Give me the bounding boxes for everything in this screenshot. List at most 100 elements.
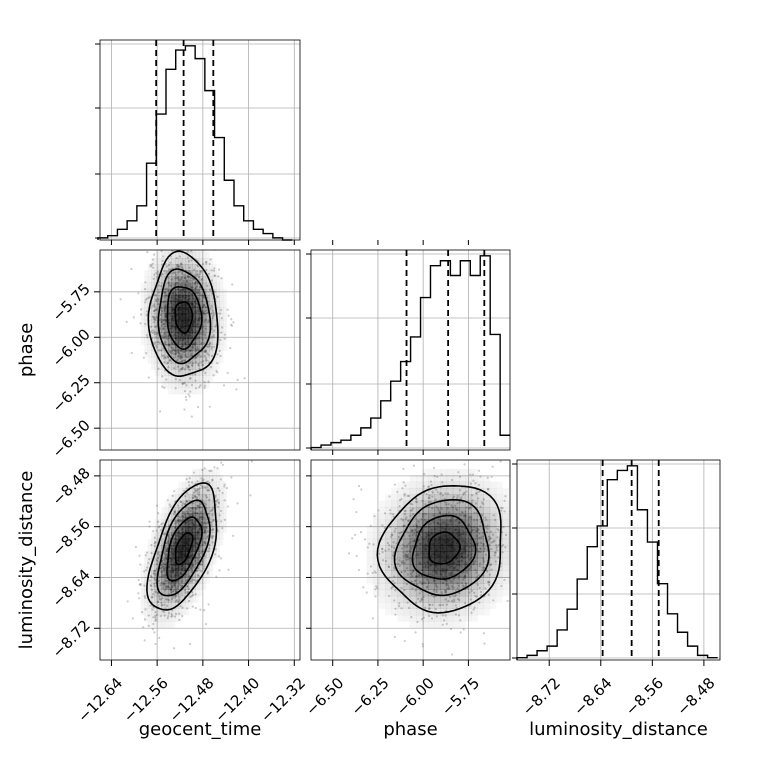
density-cell	[168, 614, 172, 622]
density-cell	[213, 369, 217, 376]
density-cell	[409, 506, 417, 514]
sample-point	[424, 582, 427, 585]
sample-point	[159, 584, 162, 587]
density-cell	[178, 264, 183, 271]
sample-point	[153, 273, 156, 276]
density-cell	[148, 621, 152, 628]
sample-point	[137, 578, 140, 582]
sample-point	[479, 475, 482, 478]
density-cell	[391, 532, 398, 540]
sample-point	[230, 323, 233, 326]
sample-point	[200, 515, 203, 518]
sample-point	[482, 557, 485, 560]
density-cell	[192, 595, 196, 603]
density-cell	[178, 356, 183, 364]
density-cell	[164, 369, 169, 376]
density-cell	[471, 519, 478, 527]
density-cell	[144, 313, 148, 321]
sample-point	[137, 292, 140, 295]
sample-point	[174, 353, 177, 356]
sample-point	[402, 467, 405, 470]
sample-point	[191, 605, 195, 608]
sample-point	[477, 491, 480, 494]
sample-point	[366, 572, 369, 575]
density-cell	[422, 583, 429, 590]
density-cell	[199, 519, 203, 527]
sample-point	[478, 525, 482, 528]
density-cell	[168, 595, 172, 603]
density-cell	[212, 356, 217, 364]
sample-point	[435, 586, 439, 589]
sample-point	[506, 599, 509, 603]
density-cell	[446, 538, 454, 546]
sample-point	[191, 593, 195, 596]
density-cell	[195, 557, 200, 565]
density-cell	[188, 250, 193, 253]
sample-point	[194, 350, 198, 353]
density-cell	[188, 551, 193, 559]
sample-point	[398, 559, 401, 562]
density-cell	[157, 258, 162, 265]
density-cell	[168, 264, 172, 271]
density-cell	[502, 526, 509, 533]
density-cell	[168, 301, 172, 308]
sample-point	[151, 262, 154, 265]
sample-point	[181, 267, 184, 270]
sample-point	[212, 535, 215, 538]
density-cell	[391, 595, 398, 603]
sample-point	[144, 554, 147, 557]
density-cell	[192, 469, 196, 476]
density-cell	[205, 282, 210, 290]
sample-point	[416, 526, 419, 529]
sample-point	[155, 333, 158, 336]
sample-point	[203, 531, 206, 534]
density-cell	[168, 313, 172, 321]
sample-point	[410, 572, 413, 576]
density-cell	[192, 387, 196, 395]
sample-point	[204, 371, 207, 374]
density-cell	[181, 356, 186, 364]
density-cell	[188, 295, 193, 302]
density-cell	[397, 487, 405, 495]
sample-point	[177, 519, 180, 522]
density-cell	[154, 564, 159, 571]
sample-point	[184, 359, 187, 363]
density-cell	[161, 608, 166, 616]
density-cell	[440, 487, 448, 495]
density-cell	[192, 313, 196, 321]
sample-point	[155, 341, 158, 344]
sample-point	[190, 286, 193, 289]
sample-point	[160, 601, 163, 605]
density-cell	[185, 532, 190, 540]
sample-point	[400, 607, 403, 610]
density-cell	[216, 526, 220, 533]
sample-point	[371, 571, 374, 575]
density-cell	[379, 501, 386, 508]
density-cell	[151, 295, 155, 302]
density-cell	[164, 519, 169, 527]
density-cell	[397, 482, 404, 489]
density-cell	[477, 494, 484, 502]
sample-point	[173, 584, 176, 587]
sample-point	[152, 569, 155, 573]
sample-point	[166, 361, 169, 364]
density-cell	[440, 519, 448, 527]
density-cell	[209, 551, 214, 559]
density-cell	[192, 532, 196, 540]
sample-point	[183, 359, 186, 362]
sample-point	[359, 531, 363, 534]
sample-point	[475, 576, 479, 579]
sample-point	[210, 354, 213, 357]
sample-point	[172, 512, 176, 516]
density-cell	[422, 538, 429, 546]
sample-point	[171, 347, 175, 350]
sample-point	[166, 586, 169, 589]
sample-point	[156, 559, 159, 563]
sample-point	[174, 283, 177, 286]
sample-point	[190, 286, 193, 290]
sample-point	[432, 514, 435, 517]
sample-point	[161, 273, 164, 276]
density-cell	[175, 551, 179, 559]
sample-point	[422, 515, 425, 518]
sample-point	[162, 563, 165, 566]
